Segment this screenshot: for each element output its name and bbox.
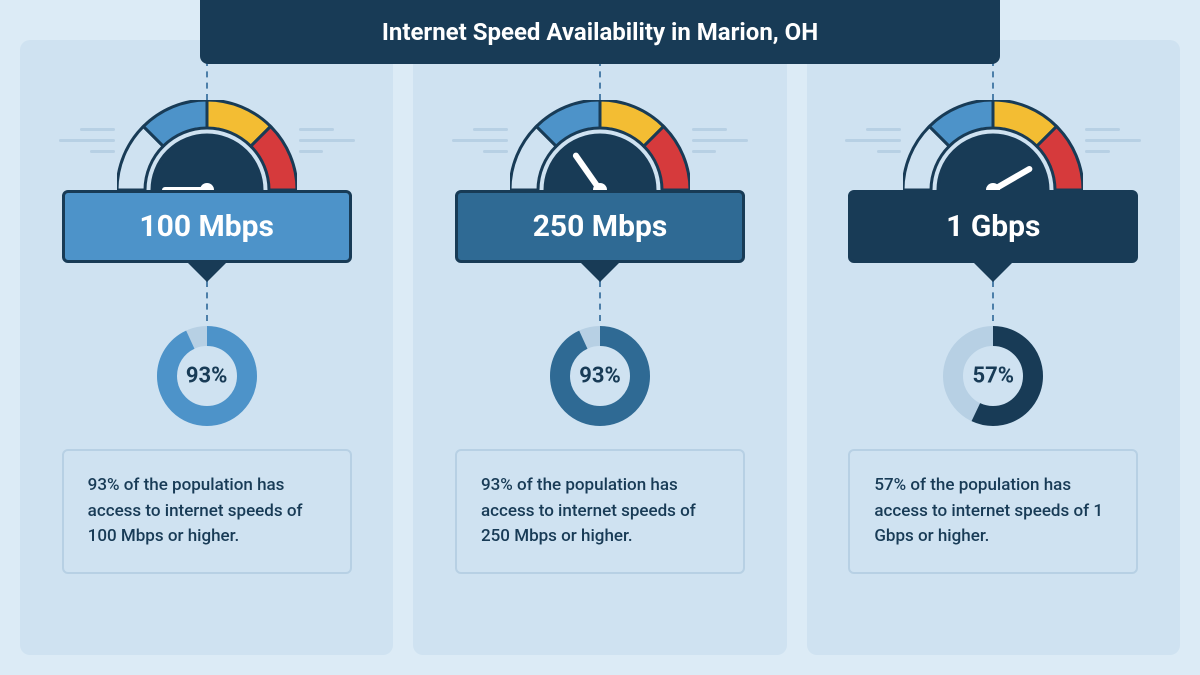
speed-label-100: 100 Mbps [62, 190, 352, 263]
speed-lines-icon [1085, 120, 1155, 160]
speed-lines-icon [831, 120, 901, 160]
donut-1g: 57% [938, 321, 1048, 431]
pct-label: 57% [973, 364, 1015, 389]
speed-label-1g: 1 Gbps [848, 190, 1138, 263]
chevron-down-icon [975, 263, 1011, 281]
speed-card-250: 250 Mbps 93% 93% of the population has a… [413, 40, 786, 655]
connector-mid [992, 281, 994, 321]
connector-mid [206, 281, 208, 321]
speed-lines-icon [299, 120, 369, 160]
gauge-100 [117, 100, 297, 200]
connector-top [206, 60, 208, 100]
speed-lines-icon [692, 120, 762, 160]
page-title: Internet Speed Availability in Marion, O… [200, 0, 1000, 64]
connector-top [599, 60, 601, 100]
pct-label: 93% [579, 364, 621, 389]
chevron-down-icon [189, 263, 225, 281]
gauge-250 [510, 100, 690, 200]
donut-100: 93% [152, 321, 262, 431]
speed-lines-icon [45, 120, 115, 160]
pct-label: 93% [186, 364, 228, 389]
speed-card-100: 100 Mbps 93% 93% of the population has a… [20, 40, 393, 655]
connector-top [992, 60, 994, 100]
desc-100: 93% of the population has access to inte… [62, 449, 352, 574]
card-row: 100 Mbps 93% 93% of the population has a… [20, 40, 1180, 655]
chevron-down-icon [582, 263, 618, 281]
donut-250: 93% [545, 321, 655, 431]
speed-label-250: 250 Mbps [455, 190, 745, 263]
speed-card-1g: 1 Gbps 57% 57% of the population has acc… [807, 40, 1180, 655]
desc-1g: 57% of the population has access to inte… [848, 449, 1138, 574]
connector-mid [599, 281, 601, 321]
desc-250: 93% of the population has access to inte… [455, 449, 745, 574]
gauge-1g [903, 100, 1083, 200]
speed-lines-icon [438, 120, 508, 160]
